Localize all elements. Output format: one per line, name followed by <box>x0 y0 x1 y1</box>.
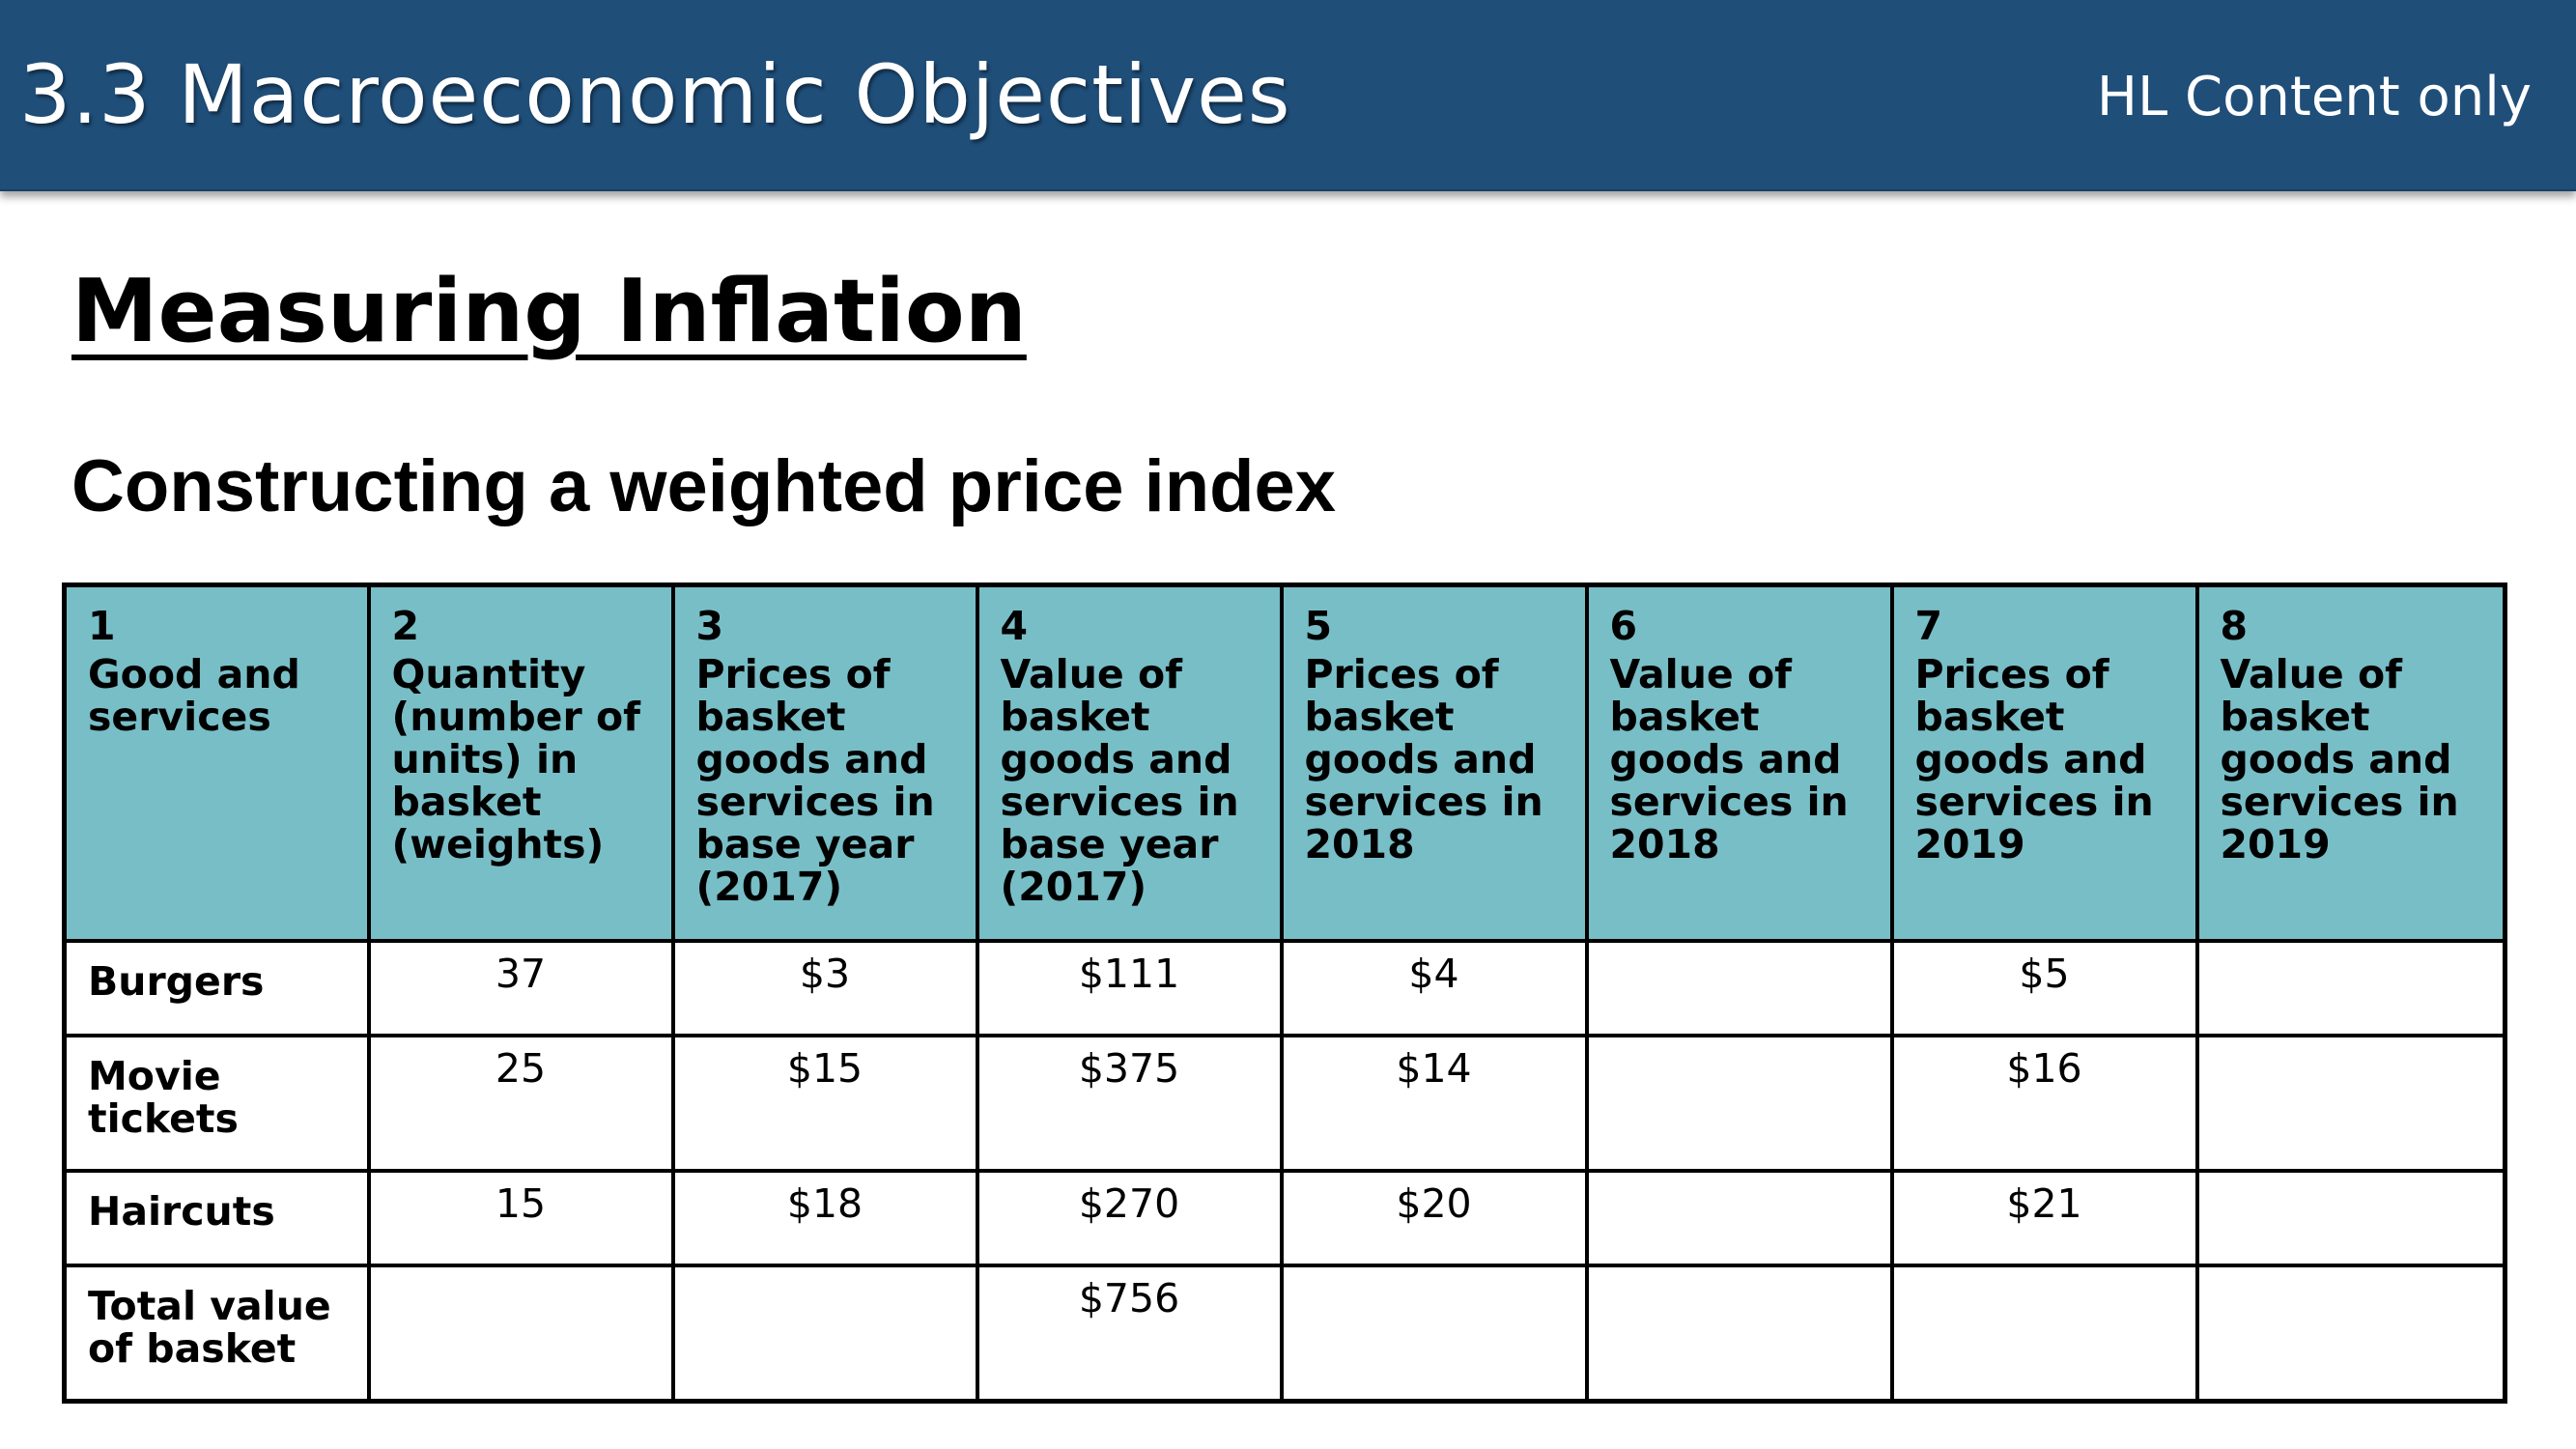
table-cell: $111 <box>975 939 1284 1037</box>
table-cell: $4 <box>1279 939 1589 1037</box>
table-cell <box>2194 939 2507 1037</box>
row-label: Haircuts <box>62 1169 371 1267</box>
column-header: 3 Prices of basket goods and services in … <box>670 582 979 943</box>
header-bar: 3.3 Macroeconomic Objectives HL Content … <box>0 0 2576 191</box>
table-cell <box>1889 1264 2199 1404</box>
column-label: Quantity (number of units) in basket (we… <box>391 651 641 867</box>
column-label: Prices of basket goods and services in 2… <box>1914 651 2154 867</box>
table-cell <box>1279 1264 1589 1404</box>
slide-header-title: 3.3 Macroeconomic Objectives <box>19 47 1291 142</box>
column-number: 8 <box>2220 603 2249 649</box>
section-title: Measuring Inflation <box>71 261 1027 362</box>
column-number: 7 <box>1914 603 1943 649</box>
column-header: 5 Prices of basket goods and services in … <box>1279 582 1589 943</box>
subtitle: Constructing a weighted price index <box>71 445 1337 527</box>
table-cell: 15 <box>366 1169 675 1267</box>
column-number: 4 <box>1000 603 1029 649</box>
weighted-price-index-table: 1 Good and services 2 Quantity (number of … <box>62 582 2507 1404</box>
table-header-row: 1 Good and services 2 Quantity (number of … <box>62 582 2507 943</box>
table-cell <box>1584 1264 1894 1404</box>
hl-content-tag: HL Content only <box>2096 66 2532 128</box>
column-label: Value of basket goods and services in 20… <box>2220 651 2459 867</box>
column-number: 1 <box>88 603 116 649</box>
table-cell: $16 <box>1889 1034 2199 1173</box>
table-cell <box>2194 1034 2507 1173</box>
table-cell: $18 <box>670 1169 979 1267</box>
column-number: 2 <box>391 603 420 649</box>
table-row: Burgers 37 $3 $111 $4 $5 <box>62 939 2507 1037</box>
table-cell: $756 <box>975 1264 1284 1404</box>
column-label: Good and services <box>88 651 300 740</box>
row-label: Movie tickets <box>62 1034 371 1173</box>
table-cell: 25 <box>366 1034 675 1173</box>
column-header: 7 Prices of basket goods and services in … <box>1889 582 2199 943</box>
table-cell <box>1584 939 1894 1037</box>
table-cell <box>1584 1034 1894 1173</box>
table-cell <box>1584 1169 1894 1267</box>
table-cell <box>670 1264 979 1404</box>
column-number: 5 <box>1304 603 1333 649</box>
column-header: 1 Good and services <box>62 582 371 943</box>
table-cell: 37 <box>366 939 675 1037</box>
table-cell: $15 <box>670 1034 979 1173</box>
row-label: Total value of basket <box>62 1264 371 1404</box>
column-label: Prices of basket goods and services in b… <box>695 651 935 910</box>
column-header: 8 Value of basket goods and services in 2… <box>2194 582 2507 943</box>
column-label: Value of basket goods and services in ba… <box>1000 651 1239 910</box>
table-cell: $270 <box>975 1169 1284 1267</box>
table-cell <box>2194 1264 2507 1404</box>
table-cell: $5 <box>1889 939 2199 1037</box>
table-row: Movie tickets 25 $15 $375 $14 $16 <box>62 1034 2507 1173</box>
table-cell: $21 <box>1889 1169 2199 1267</box>
table-cell: $14 <box>1279 1034 1589 1173</box>
column-number: 6 <box>1609 603 1638 649</box>
row-label: Burgers <box>62 939 371 1037</box>
column-number: 3 <box>695 603 724 649</box>
table-cell: $3 <box>670 939 979 1037</box>
table-row: Haircuts 15 $18 $270 $20 $21 <box>62 1169 2507 1267</box>
column-header: 2 Quantity (number of units) in basket (w… <box>366 582 675 943</box>
table-cell <box>366 1264 675 1404</box>
column-header: 4 Value of basket goods and services in b… <box>975 582 1284 943</box>
column-header: 6 Value of basket goods and services in 2… <box>1584 582 1894 943</box>
column-label: Prices of basket goods and services in 2… <box>1304 651 1543 867</box>
table-cell <box>2194 1169 2507 1267</box>
table-row: Total value of basket $756 <box>62 1264 2507 1404</box>
table-cell: $375 <box>975 1034 1284 1173</box>
table-cell: $20 <box>1279 1169 1589 1267</box>
column-label: Value of basket goods and services in 20… <box>1609 651 1849 867</box>
